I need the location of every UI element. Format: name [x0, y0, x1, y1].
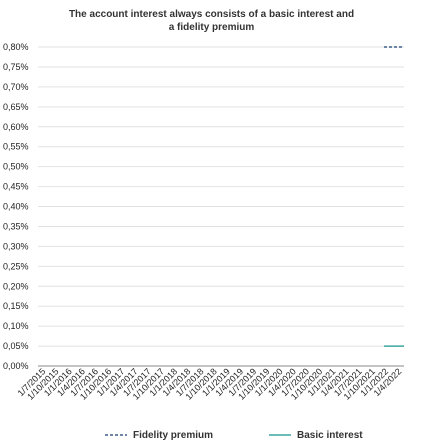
legend-label-1: Basic interest: [297, 430, 363, 441]
y-tick-label: 0,60%: [3, 122, 29, 132]
y-tick-label: 0,65%: [3, 102, 29, 112]
y-tick-label: 0,45%: [3, 182, 29, 192]
legend-label-0: Fidelity premium: [133, 430, 213, 441]
y-tick-label: 0,00%: [3, 361, 29, 371]
series-lines: [384, 46, 404, 347]
y-tick-label: 0,25%: [3, 261, 29, 271]
gridlines: [38, 46, 404, 367]
y-tick-label: 0,80%: [3, 42, 29, 52]
legend: Fidelity premium Basic interest: [105, 430, 363, 441]
x-axis-tick-labels: 1/7/20151/10/20151/1/20161/4/20161/7/201…: [16, 366, 404, 401]
y-tick-label: 0,40%: [3, 202, 29, 212]
chart-title: The account interest always consists of …: [0, 8, 423, 34]
y-axis-tick-labels: 0,00% 0,05% 0,10% 0,15% 0,20% 0,25% 0,30% 0,35%…: [3, 42, 29, 371]
y-tick-label: 0,70%: [3, 82, 29, 92]
y-tick-label: 0,20%: [3, 281, 29, 291]
y-tick-label: 0,10%: [3, 321, 29, 331]
chart-title-line-2: a fidelity premium: [168, 22, 255, 33]
y-tick-label: 0,35%: [3, 221, 29, 231]
y-tick-label: 0,55%: [3, 142, 29, 152]
y-tick-label: 0,30%: [3, 241, 29, 251]
chart-title-line-1: The account interest always consists of …: [68, 9, 355, 20]
y-tick-label: 0,15%: [3, 301, 29, 311]
y-tick-label: 0,50%: [3, 162, 29, 172]
y-tick-label: 0,05%: [3, 341, 29, 351]
y-tick-label: 0,75%: [3, 62, 29, 72]
